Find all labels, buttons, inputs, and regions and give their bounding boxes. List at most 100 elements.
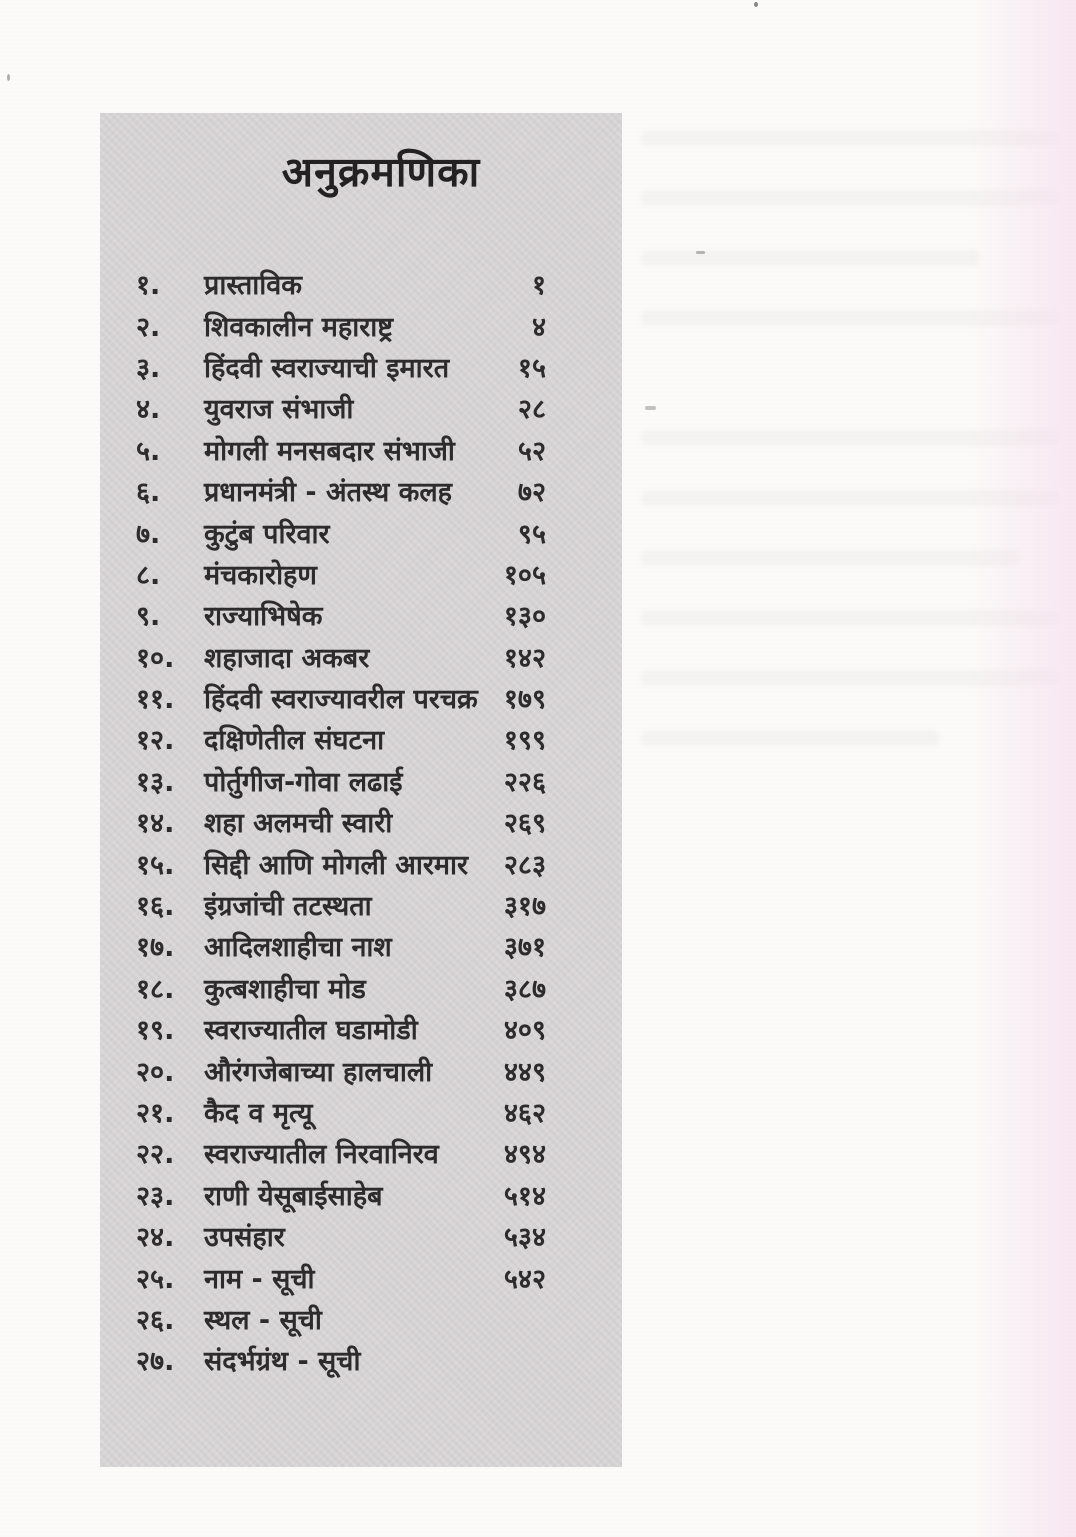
toc-row-title: स्वराज्यातील निरवानिरव: [204, 1139, 439, 1171]
toc-row-number: १३.: [136, 766, 175, 798]
bleedthrough-line: [640, 130, 1060, 146]
toc-row-title: हिंदवी स्वराज्यावरील परचक्र: [204, 684, 478, 716]
toc-row-number: १४.: [136, 808, 175, 840]
toc-row: ५. मोगली मनसबदार संभाजी ५२: [100, 429, 622, 470]
toc-row: ९. राज्याभिषेक १३०: [100, 594, 622, 635]
toc-row: १३. पोर्तुगीज-गोवा लढाई २२६: [100, 760, 622, 801]
toc-row-number: २२.: [136, 1139, 175, 1171]
toc-row-title: इंग्रजांची तटस्थता: [204, 891, 372, 923]
toc-row-number: ३.: [136, 352, 161, 384]
toc-row: २३. राणी येसूबाईसाहेब ५१४: [100, 1174, 622, 1215]
toc-row-title: आदिलशाहीचा नाश: [204, 932, 392, 964]
toc-row-title: हिंदवी स्वराज्याची इमारत: [204, 352, 450, 384]
bleedthrough-line: [640, 550, 1020, 566]
toc-row-page: २६९: [503, 808, 546, 840]
toc-row-number: २६.: [136, 1304, 175, 1336]
bleedthrough-line: [640, 610, 1060, 626]
toc-row-title: औरंगजेबाच्या हालचाली: [204, 1056, 433, 1088]
toc-panel: अनुक्रमणिका १. प्रास्ताविक १ २. शिवकालीन…: [100, 113, 622, 1467]
toc-row-number: २७.: [136, 1346, 175, 1378]
toc-row-number: १५.: [136, 849, 175, 881]
toc-row: १६. इंग्रजांची तटस्थता ३१७: [100, 884, 622, 925]
toc-row: ८. मंचकारोहण १०५: [100, 553, 622, 594]
toc-row-title: शहाजादा अकबर: [204, 642, 370, 674]
toc-row: १०. शहाजादा अकबर १४२: [100, 636, 622, 677]
toc-row: २. शिवकालीन महाराष्ट्र ४: [100, 304, 622, 345]
toc-row: २२. स्वराज्यातील निरवानिरव ४९४: [100, 1132, 622, 1173]
toc-row-page: ४०९: [503, 1015, 546, 1047]
toc-row-page: १५: [517, 352, 546, 384]
toc-row: १८. कुत्बशाहीचा मोड ३८७: [100, 967, 622, 1008]
bleedthrough-line: [640, 250, 980, 266]
toc-row-title: शिवकालीन महाराष्ट्र: [204, 311, 394, 343]
bleedthrough-line: [640, 190, 1060, 206]
toc-row-title: पोर्तुगीज-गोवा लढाई: [204, 766, 403, 798]
toc-row-number: १.: [136, 270, 161, 302]
bleedthrough-line: [640, 730, 940, 746]
toc-row-number: १२.: [136, 725, 175, 757]
toc-row-page: ४४९: [503, 1056, 546, 1088]
toc-row-page: १०५: [503, 559, 546, 591]
toc-row: २६. स्थल - सूची: [100, 1298, 622, 1339]
toc-row-page: १९९: [503, 725, 546, 757]
toc-row: १५. सिद्दी आणि मोगली आरमार २८३: [100, 842, 622, 883]
toc-row-page: ९५: [517, 518, 546, 550]
scan-speck: [754, 2, 758, 7]
toc-row-page: १७९: [503, 684, 546, 716]
bleedthrough-line: [640, 670, 1060, 686]
toc-row: ६. प्रधानमंत्री - अंतस्थ कलह ७२: [100, 470, 622, 511]
bleedthrough-line: [640, 310, 1060, 326]
toc-row-title: नाम - सूची: [204, 1263, 315, 1295]
toc-row-title: युवराज संभाजी: [204, 394, 354, 426]
toc-row: ११. हिंदवी स्वराज्यावरील परचक्र १७९: [100, 677, 622, 718]
toc-row-title: कुत्बशाहीचा मोड: [204, 973, 366, 1005]
toc-row-number: ८.: [136, 559, 161, 591]
toc-row-title: कुटुंब परिवार: [204, 518, 330, 550]
toc-row-page: ४: [531, 311, 546, 343]
toc-row-title: सिद्दी आणि मोगली आरमार: [204, 849, 469, 881]
toc-row-page: ४६२: [503, 1098, 546, 1129]
toc-row: ३. हिंदवी स्वराज्याची इमारत १५: [100, 346, 622, 387]
toc-row-number: २४.: [136, 1222, 175, 1254]
toc-row-title: शहा अलमची स्वारी: [204, 808, 393, 840]
toc-row-page: ५१४: [503, 1180, 546, 1212]
toc-row-title: स्वराज्यातील घडामोडी: [204, 1015, 418, 1047]
toc-row-page: ५२: [517, 435, 546, 467]
toc-row: ७. कुटुंब परिवार ९५: [100, 511, 622, 552]
toc-row-number: ११.: [136, 684, 175, 716]
bleedthrough-line: [640, 490, 1060, 506]
toc-row-number: २१.: [136, 1098, 175, 1129]
toc-row-number: १६.: [136, 891, 175, 923]
scan-speck: [7, 74, 10, 81]
toc-row-page: १३०: [503, 601, 546, 633]
toc-row-title: कैद व मृत्यू: [204, 1098, 313, 1129]
toc-row-number: २.: [136, 311, 161, 343]
toc-row-title: प्रधानमंत्री - अंतस्थ कलह: [204, 477, 453, 509]
toc-row-title: दक्षिणेतील संघटना: [204, 725, 385, 757]
toc-row-number: १०.: [136, 642, 175, 674]
toc-row-number: २५.: [136, 1263, 175, 1295]
toc-row-title: राज्याभिषेक: [204, 601, 323, 633]
toc-row-title: राणी येसूबाईसाहेब: [204, 1180, 383, 1212]
toc-row-page: ४९४: [503, 1139, 546, 1171]
toc-row-page: ३१७: [503, 891, 546, 923]
scan-speck: [645, 406, 656, 410]
toc-row-title: स्थल - सूची: [204, 1304, 322, 1336]
toc-row: ४. युवराज संभाजी २८: [100, 387, 622, 428]
toc-row-title: संदर्भग्रंथ - सूची: [204, 1346, 361, 1378]
toc-row: २७. संदर्भग्रंथ - सूची: [100, 1339, 622, 1380]
toc-row-page: ५३४: [503, 1222, 546, 1254]
toc-row-number: ९.: [136, 601, 161, 633]
toc-row: २१. कैद व मृत्यू ४६२: [100, 1091, 622, 1132]
toc-row-page: २२६: [503, 766, 546, 798]
toc-row-page: ३७१: [503, 932, 546, 964]
page-title: अनुक्रमणिका: [281, 148, 481, 196]
toc-row-page: ३८७: [503, 973, 546, 1005]
toc-row-page: ५४२: [503, 1263, 546, 1295]
toc-row-title: प्रास्ताविक: [204, 270, 302, 302]
toc-row-title: मोगली मनसबदार संभाजी: [204, 435, 455, 467]
toc-row: १९. स्वराज्यातील घडामोडी ४०९: [100, 1008, 622, 1049]
toc-row: २५. नाम - सूची ५४२: [100, 1256, 622, 1297]
toc-row-number: १७.: [136, 932, 175, 964]
